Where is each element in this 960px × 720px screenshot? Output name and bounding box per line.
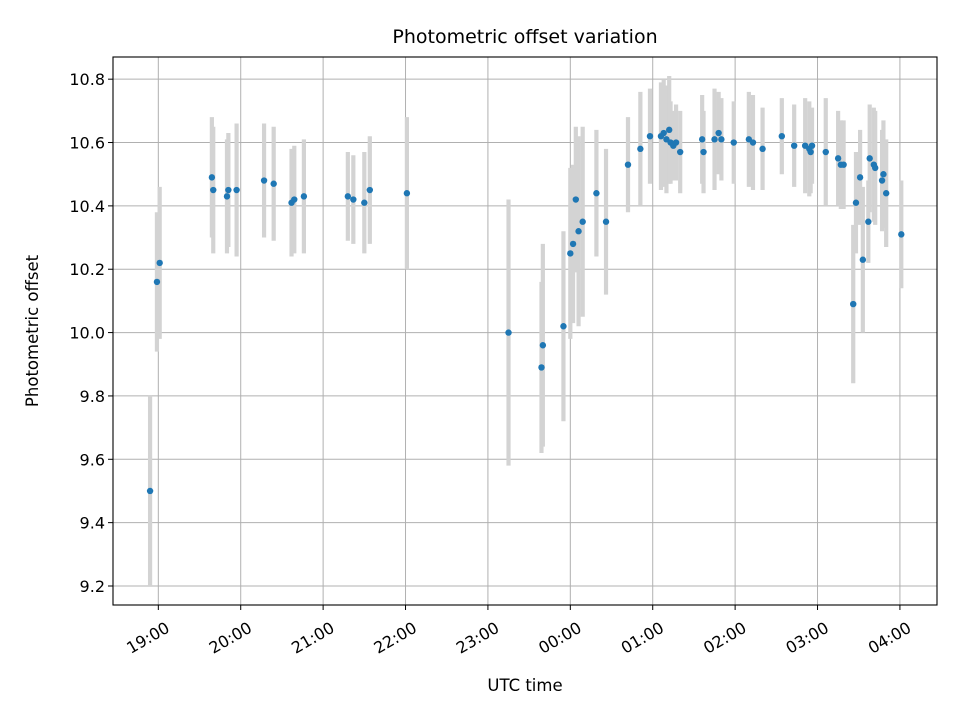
data-point (715, 129, 722, 137)
data-point (850, 300, 857, 308)
data-point (569, 240, 577, 248)
data-point (676, 148, 684, 156)
data-points (146, 126, 905, 495)
data-point (859, 256, 867, 263)
data-point (872, 164, 879, 172)
data-point (291, 196, 298, 203)
data-point (666, 126, 673, 134)
data-point (344, 193, 352, 200)
data-point (646, 132, 654, 140)
data-point (350, 196, 357, 203)
x-axis-label: UTC time (487, 676, 562, 695)
data-point (759, 145, 766, 153)
data-point (567, 250, 574, 257)
data-point (538, 364, 545, 371)
data-point (300, 193, 308, 200)
data-point (866, 155, 873, 162)
data-point (208, 174, 216, 181)
y-tick-label: 10.2 (69, 260, 105, 279)
y-tick-label: 9.2 (80, 577, 105, 596)
data-point (730, 139, 737, 146)
grid-lines (113, 57, 937, 605)
data-point (505, 329, 512, 336)
data-point (602, 218, 610, 225)
y-tick-label: 10.8 (69, 70, 105, 89)
data-point (882, 190, 890, 197)
data-point (403, 190, 411, 197)
data-point (361, 199, 368, 206)
data-point (865, 218, 872, 225)
data-point (539, 342, 547, 349)
data-point (366, 186, 374, 194)
data-point (560, 323, 567, 330)
data-point (807, 148, 814, 156)
data-point (778, 132, 786, 140)
data-point (700, 148, 707, 156)
chart-title: Photometric offset variation (392, 26, 657, 48)
data-point (660, 129, 667, 137)
data-point (718, 136, 725, 143)
data-point (880, 171, 887, 178)
data-point (156, 259, 163, 267)
data-point (698, 136, 706, 143)
data-point (834, 155, 842, 162)
data-point (808, 142, 816, 149)
y-axis-label: Photometric offset (23, 254, 42, 407)
y-tick-label: 9.8 (80, 387, 105, 406)
data-point (790, 142, 798, 149)
y-tick-label: 9.6 (80, 450, 105, 469)
data-point (210, 186, 217, 194)
data-point (711, 136, 718, 143)
data-point (878, 177, 886, 184)
data-point (223, 193, 231, 200)
data-point (624, 161, 632, 168)
data-point (146, 487, 154, 495)
data-point (749, 139, 757, 146)
y-axis-ticks: 9.2 9.4 9.6 9.8 10.0 10.2 10.4 10.6 10.8 (69, 70, 113, 596)
data-point (822, 148, 829, 156)
data-point (225, 186, 232, 194)
data-point (637, 145, 644, 153)
data-point (840, 161, 847, 168)
data-point (270, 180, 277, 187)
y-tick-label: 10.6 (69, 134, 105, 153)
data-point (572, 196, 580, 203)
y-tick-label: 9.4 (80, 514, 105, 533)
data-point (233, 186, 240, 194)
data-point (153, 278, 161, 286)
data-point (898, 231, 905, 238)
data-point (672, 139, 680, 146)
data-point (852, 199, 860, 206)
data-point (575, 228, 582, 235)
data-point (593, 190, 600, 197)
data-point (579, 218, 586, 225)
plot-frame (112, 56, 938, 606)
data-point (856, 174, 864, 181)
y-tick-label: 10.0 (69, 324, 105, 343)
data-point (260, 177, 268, 184)
y-tick-label: 10.4 (69, 197, 105, 216)
